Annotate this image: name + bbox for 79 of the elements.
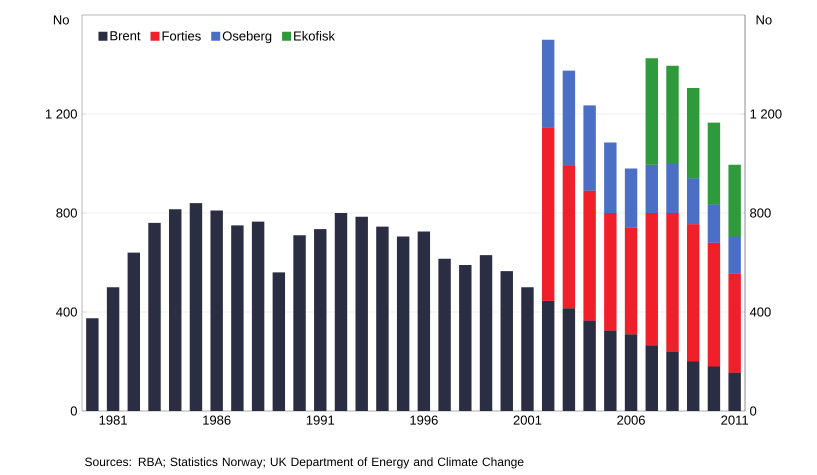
- bar: [708, 366, 720, 411]
- bar: [396, 236, 410, 411]
- bar: [542, 300, 554, 411]
- bar: [169, 209, 182, 411]
- x-tick-label: 1986: [203, 416, 231, 425]
- bar: [314, 229, 326, 411]
- bar: [376, 226, 389, 411]
- bar: [646, 345, 658, 411]
- bar: [562, 166, 576, 308]
- bar: [646, 58, 658, 165]
- bar: [604, 212, 617, 331]
- y-tick-label: 400: [56, 307, 77, 317]
- bar: [708, 204, 720, 243]
- legend-label: Ekofisk: [294, 31, 335, 41]
- bar: [646, 164, 658, 213]
- bar: [604, 330, 617, 411]
- bar: [521, 287, 534, 411]
- legend-label: Oseberg: [222, 31, 272, 44]
- y-tick-label: 0: [70, 406, 77, 416]
- bar: [210, 210, 223, 411]
- bar: [190, 203, 202, 411]
- x-tick-label: 1996: [410, 416, 438, 425]
- bar: [459, 264, 472, 411]
- source-note: Sources: RBA; Statistics Norway; UK Department of Energy and Climate Change: [85, 457, 524, 468]
- bar: [708, 122, 720, 204]
- bar: [583, 105, 596, 191]
- y2-tick-label: 800: [750, 208, 771, 218]
- bar: [686, 88, 700, 178]
- x-tick-label: 2006: [617, 416, 645, 425]
- bar: [728, 164, 741, 237]
- bar: [542, 40, 554, 128]
- bar: [728, 372, 741, 411]
- y2-tick-label: 400: [750, 307, 771, 317]
- bar: [128, 252, 140, 411]
- bar: [86, 318, 99, 411]
- y-tick-label: 800: [56, 208, 77, 218]
- bar: [293, 235, 306, 411]
- bar: [500, 271, 513, 411]
- bar: [583, 190, 596, 321]
- bar: [542, 128, 554, 301]
- bar: [646, 212, 658, 346]
- bar: [334, 212, 348, 411]
- bar: [583, 320, 596, 411]
- bar: [666, 212, 679, 352]
- y-tick-label: 1 200: [46, 109, 77, 119]
- bar: [272, 272, 286, 411]
- y-axis-title: No: [54, 15, 69, 24]
- bar: [686, 362, 700, 411]
- bar: [252, 222, 264, 411]
- bar: [728, 274, 741, 373]
- x-tick-label: 1981: [100, 416, 127, 425]
- bar: [728, 236, 741, 274]
- bar: [666, 163, 679, 213]
- legend-label: Forties: [162, 31, 201, 41]
- bar: [355, 216, 368, 411]
- y2-axis-title: No: [756, 15, 772, 24]
- bar: [624, 334, 638, 411]
- bar: [686, 224, 700, 362]
- x-tick-label: 2011: [721, 416, 748, 425]
- bar: [604, 142, 617, 213]
- bar: [686, 178, 700, 224]
- bar: [562, 308, 576, 411]
- y2-tick-label: 1 200: [750, 109, 782, 119]
- bar: [106, 287, 120, 411]
- bar: [438, 258, 451, 411]
- x-tick-label: 2001: [514, 416, 542, 425]
- bar: [148, 222, 161, 411]
- bar: [708, 242, 720, 366]
- bar: [624, 168, 638, 228]
- bar: [624, 228, 638, 334]
- x-tick-label: 1991: [306, 416, 334, 425]
- bar: [480, 255, 492, 411]
- bar: [666, 352, 679, 411]
- bar: [231, 225, 244, 411]
- legend-label: Brent: [110, 31, 140, 40]
- bar: [666, 66, 679, 164]
- bar: [418, 232, 430, 411]
- bar: [562, 70, 576, 166]
- y2-tick-label: 0: [750, 406, 756, 416]
